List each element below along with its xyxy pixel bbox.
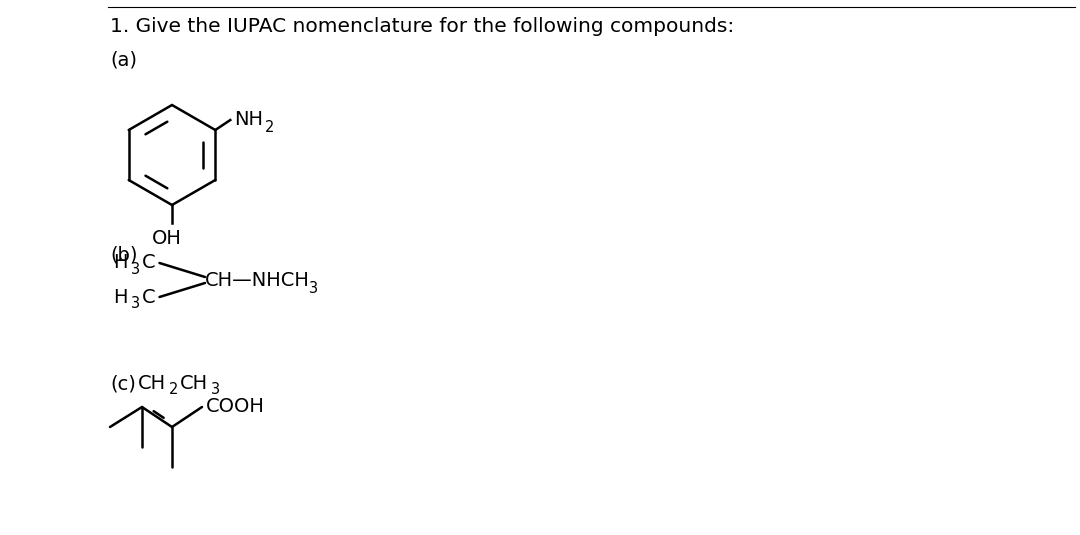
Text: (c): (c) (110, 375, 136, 394)
Text: CH: CH (180, 374, 208, 393)
Text: C: C (141, 287, 156, 307)
Text: (a): (a) (110, 50, 137, 69)
Text: 2: 2 (168, 382, 178, 397)
Text: H: H (113, 287, 127, 307)
Text: COOH: COOH (206, 398, 265, 417)
Text: 3: 3 (309, 280, 319, 295)
Text: CH—NHCH: CH—NHCH (205, 271, 310, 289)
Text: 3: 3 (131, 263, 139, 278)
Text: 3: 3 (131, 296, 139, 311)
Text: NH: NH (234, 110, 264, 128)
Text: OH: OH (152, 229, 181, 248)
Text: C: C (141, 254, 156, 272)
Text: 3: 3 (211, 382, 219, 397)
Text: H: H (113, 254, 127, 272)
Text: CH: CH (138, 374, 166, 393)
Text: (b): (b) (110, 245, 137, 264)
Text: 1. Give the IUPAC nomenclature for the following compounds:: 1. Give the IUPAC nomenclature for the f… (110, 17, 734, 36)
Text: 2: 2 (265, 119, 274, 134)
